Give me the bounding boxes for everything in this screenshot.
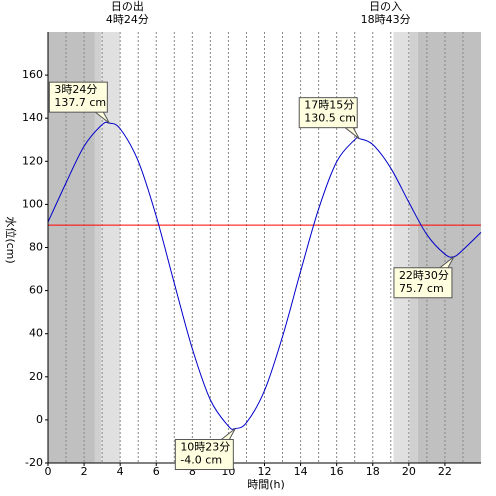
y-tick-label: 60 [29,284,43,297]
callout-time: 10時23分 [180,441,230,454]
callout-level: -4.0 cm [180,454,222,467]
x-tick-label: 14 [294,465,308,478]
callout-box [298,97,358,129]
sun-label: 日の入 [369,0,402,13]
twilight-band [409,32,418,463]
y-tick-label: 160 [22,68,43,81]
sun-time: 18時43分 [361,13,411,26]
callout-time: 3時24分 [54,83,97,96]
sun-time: 4時24分 [106,13,149,26]
twilight-band [101,32,121,463]
x-tick-label: 16 [330,465,344,478]
callout-level: 137.7 cm [54,96,106,109]
twilight-band [417,32,481,463]
plot [47,32,482,463]
y-tick-label: 0 [36,413,43,426]
y-tick-label: -20 [25,456,43,469]
y-tick-label: 140 [22,111,43,124]
sun-label: 日の出 [111,0,144,13]
x-tick-label: 8 [189,465,196,478]
x-tick-label: 6 [153,465,160,478]
x-tick-label: 2 [81,465,88,478]
x-axis-label: 時間(h) [247,478,285,491]
y-tick-label: 100 [22,197,43,210]
y-axis-label: 水位(cm) [4,216,18,263]
y-tick-label: 120 [22,154,43,167]
callout-pointer [439,256,455,269]
y-tick-label: 40 [29,327,43,340]
x-tick-label: 18 [366,465,380,478]
twilight-band [393,32,410,463]
x-tick-label: 12 [258,465,272,478]
callout-pointer [344,127,360,140]
x-tick-label: 22 [438,465,452,478]
callout-time: 22時30分 [399,269,449,282]
x-tick-label: 0 [45,465,52,478]
y-tick-label: 80 [29,241,43,254]
twilight-band [94,32,102,463]
callout-time: 17時15分 [304,99,354,112]
y-tick-label: 20 [29,370,43,383]
callout-pointer [221,428,236,440]
tide-line [47,121,482,430]
callout-box [393,267,453,299]
x-tick-label: 20 [402,465,416,478]
callout-pointer [95,111,110,124]
callout-box [48,81,108,113]
callout-level: 130.5 cm [304,112,356,125]
callout-box [174,439,234,471]
x-tick-label: 4 [117,465,124,478]
callout-level: 75.7 cm [399,282,444,295]
